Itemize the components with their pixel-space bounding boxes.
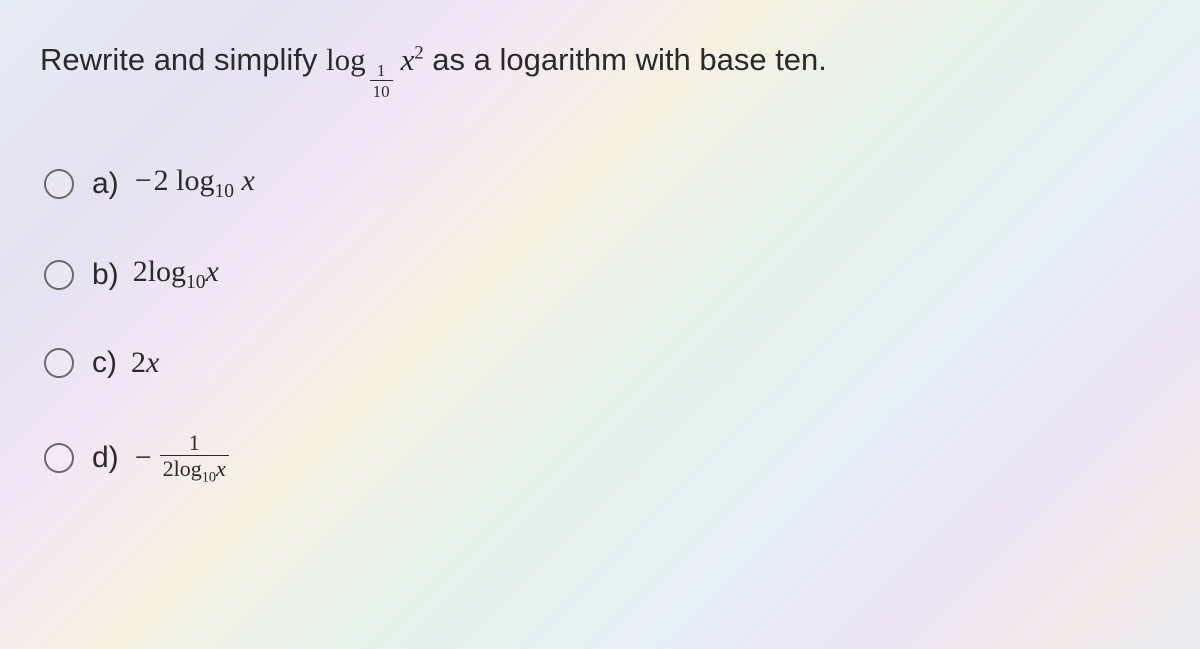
option-d-math: − 1 2log10x xyxy=(133,432,229,485)
option-c[interactable]: c) 2x xyxy=(44,346,1160,380)
log-base: 1 10 xyxy=(370,62,393,100)
option-d-minus: − xyxy=(135,441,152,475)
radio-d[interactable] xyxy=(44,443,74,473)
option-d[interactable]: d) − 1 2log10x xyxy=(44,432,1160,485)
question-prefix: Rewrite and simplify xyxy=(40,42,326,77)
log-argument: x2 xyxy=(401,40,424,80)
option-b-math: 2log10x xyxy=(133,255,219,294)
option-a-label: a) −2 log10 x xyxy=(92,164,255,203)
option-d-letter: d) xyxy=(92,441,119,475)
option-a-math: −2 log10 x xyxy=(133,164,255,203)
argument-exp: 2 xyxy=(414,43,423,64)
option-c-coef: 2 xyxy=(131,346,146,379)
option-c-label: c) 2x xyxy=(92,346,159,380)
option-a[interactable]: a) −2 log10 x xyxy=(44,164,1160,203)
option-d-fraction: 1 2log10x xyxy=(160,432,229,485)
log-word: log xyxy=(326,40,366,80)
option-d-den-var: x xyxy=(216,456,226,481)
question-suffix: as a logarithm with base ten. xyxy=(432,42,827,77)
question-math: log 1 10 x2 xyxy=(326,40,424,94)
argument-var: x xyxy=(401,42,415,77)
option-d-den: 2log10x xyxy=(160,455,229,485)
option-b-label: b) 2log10x xyxy=(92,255,219,294)
question-text: Rewrite and simplify log 1 10 x2 as a lo… xyxy=(40,40,1160,94)
option-d-den-sub: 10 xyxy=(202,469,216,485)
option-b[interactable]: b) 2log10x xyxy=(44,255,1160,294)
option-a-minus: − xyxy=(135,164,152,197)
question-block: Rewrite and simplify log 1 10 x2 as a lo… xyxy=(0,0,1200,649)
option-a-log: log xyxy=(176,164,214,197)
option-d-num: 1 xyxy=(186,432,203,455)
option-b-sub: 10 xyxy=(186,272,206,293)
options-list: a) −2 log10 x b) 2log10x c) 2x xyxy=(40,164,1160,485)
option-a-coef: 2 xyxy=(154,164,169,197)
option-b-coef: 2 xyxy=(133,255,148,288)
option-b-log: log xyxy=(148,255,186,288)
option-d-den-log: log xyxy=(174,456,202,481)
option-b-letter: b) xyxy=(92,258,119,292)
radio-a[interactable] xyxy=(44,169,74,199)
option-b-var: x xyxy=(206,255,219,288)
option-a-sub: 10 xyxy=(214,181,234,202)
option-c-math: 2x xyxy=(131,346,159,380)
radio-b[interactable] xyxy=(44,260,74,290)
option-d-label: d) − 1 2log10x xyxy=(92,432,229,485)
option-c-var: x xyxy=(146,346,159,379)
radio-c[interactable] xyxy=(44,348,74,378)
base-denominator: 10 xyxy=(370,80,393,100)
option-c-letter: c) xyxy=(92,346,117,380)
base-numerator: 1 xyxy=(374,62,389,80)
option-a-letter: a) xyxy=(92,167,119,201)
option-d-den-coef: 2 xyxy=(163,456,174,481)
option-a-var: x xyxy=(241,164,254,197)
